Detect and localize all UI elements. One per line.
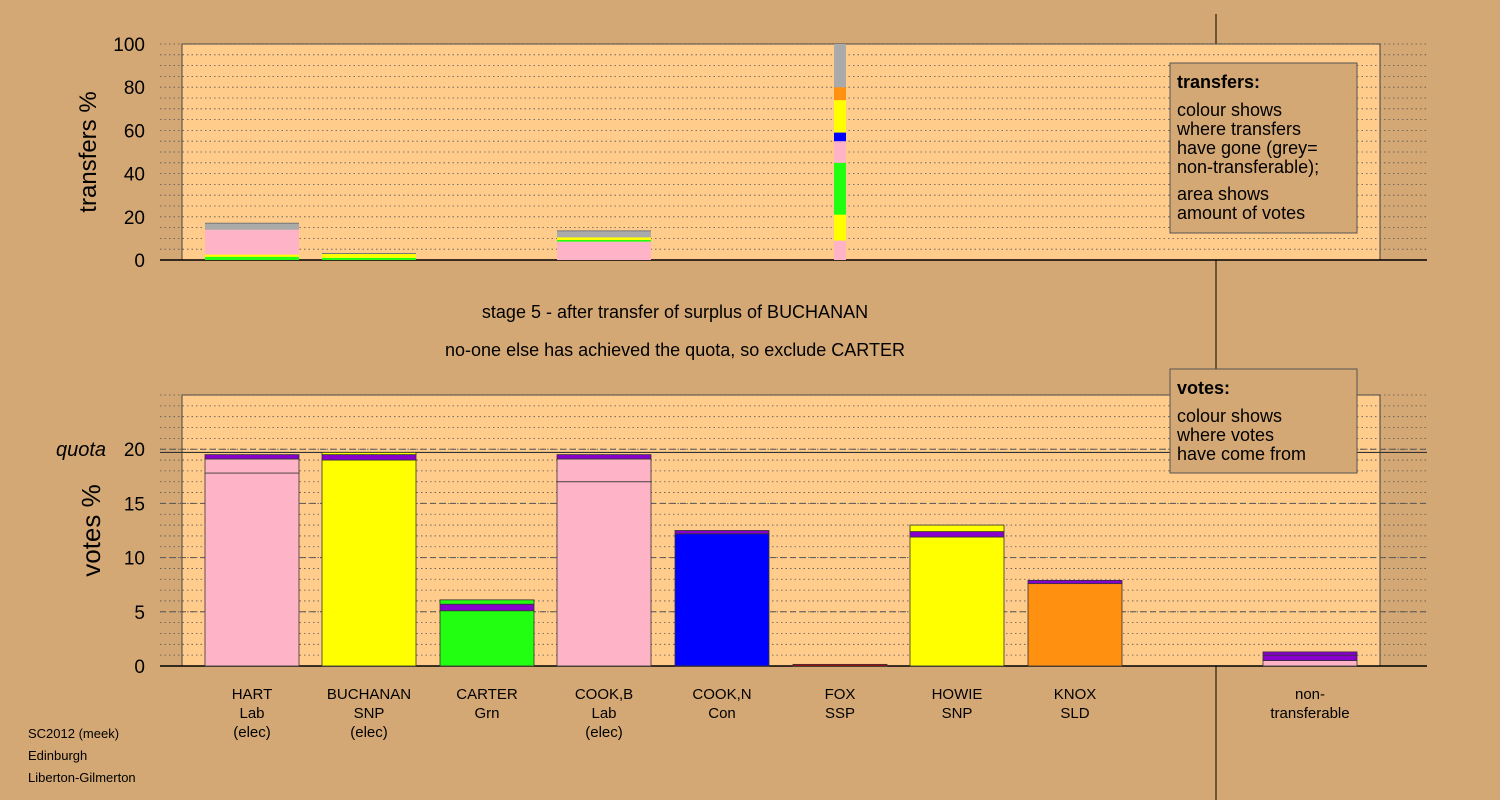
- bar-segment: [834, 100, 846, 133]
- bar-segment: [439, 599, 535, 605]
- bar-segment: [909, 536, 1005, 667]
- column-label: SLD: [1060, 705, 1089, 722]
- column-label: HOWIE: [932, 686, 983, 703]
- y-axis-label: transfers %: [75, 91, 102, 212]
- transfers-legend-line: colour shows: [1177, 100, 1282, 120]
- votes-legend-line: where votes: [1176, 425, 1274, 445]
- y-tick-label: 10: [124, 549, 145, 570]
- y-axis-label: votes %: [76, 484, 106, 577]
- transfers-legend-box: [1169, 62, 1358, 234]
- bar-segment: [205, 256, 299, 260]
- transfers-legend-line: where transfers: [1176, 119, 1301, 139]
- votes-legend-box: [1169, 368, 1358, 474]
- column-label: non-: [1295, 686, 1325, 703]
- y-tick-label: 40: [124, 165, 145, 186]
- transfers-legend-line: non-transferable);: [1177, 157, 1319, 177]
- bar-segment: [322, 253, 416, 258]
- bar-segment: [322, 257, 416, 260]
- column-label: (elec): [585, 724, 623, 741]
- bar-segment: [834, 141, 846, 163]
- column-label: KNOX: [1054, 686, 1097, 703]
- bottom-panel: 0 5 10 15 20 votes % quota HART Lab (elec) BUCHANA…: [56, 394, 1427, 741]
- votes-legend-line: have come from: [1177, 444, 1306, 464]
- y-tick-label: 0: [134, 657, 145, 678]
- footer-line: Liberton-Gilmerton: [28, 770, 136, 785]
- exclusion-note: no-one else has achieved the quota, so e…: [445, 340, 905, 360]
- stage-title: stage 5 - after transfer of surplus of B…: [482, 302, 868, 322]
- column-label: COOK,N: [692, 686, 751, 703]
- quota-label: quota: [56, 439, 106, 461]
- bar-segment: [205, 229, 299, 255]
- bar-segment: [909, 531, 1005, 538]
- column-label: Lab: [239, 705, 264, 722]
- y-tick-label: 60: [124, 121, 145, 142]
- column-label: COOK,B: [575, 686, 633, 703]
- bar-segment: [557, 230, 651, 238]
- bar-segment: [1262, 651, 1358, 656]
- column-label: SNP: [354, 705, 385, 722]
- bar-segment: [439, 603, 535, 612]
- bar-segment: [674, 533, 770, 667]
- footer-line: Edinburgh: [28, 748, 87, 763]
- bar-segment: [321, 459, 417, 667]
- column-label: FOX: [825, 686, 856, 703]
- column-label: transferable: [1270, 705, 1349, 722]
- transfers-legend-title: transfers:: [1177, 72, 1260, 92]
- bar-segment: [205, 223, 299, 230]
- column-label: (elec): [233, 724, 271, 741]
- transfers-legend-line: have gone (grey=: [1177, 138, 1318, 158]
- bar-segment: [556, 454, 652, 460]
- column-label: SNP: [942, 705, 973, 722]
- y-tick-label: 20: [124, 440, 145, 461]
- votes-legend-title: votes:: [1177, 378, 1230, 398]
- bar-segment: [1262, 654, 1358, 661]
- transfers-legend-line: area shows: [1177, 184, 1269, 204]
- column-label: CARTER: [456, 686, 518, 703]
- column-label: Con: [708, 705, 736, 722]
- y-tick-label: 15: [124, 494, 145, 515]
- bar-segment: [204, 454, 300, 460]
- bar-segment: [834, 162, 846, 215]
- y-tick-label: 80: [124, 78, 145, 99]
- column-label: BUCHANAN: [327, 686, 411, 703]
- bar-segment: [834, 240, 846, 260]
- bar-segment: [321, 452, 417, 456]
- bar-segment: [1027, 579, 1123, 585]
- column-label: SSP: [825, 705, 855, 722]
- column-label: Grn: [474, 705, 499, 722]
- footer-line: SC2012 (meek): [28, 726, 119, 741]
- votes-legend-line: colour shows: [1177, 406, 1282, 426]
- bar-segment: [204, 458, 300, 474]
- bar-segment: [556, 458, 652, 483]
- y-tick-label: 20: [124, 208, 145, 229]
- bar-segment: [557, 239, 651, 242]
- bar-segment: [204, 472, 300, 667]
- bar-segment: [1027, 583, 1123, 667]
- bar-segment: [909, 524, 1005, 532]
- bar-segment: [556, 481, 652, 667]
- column-label: (elec): [350, 724, 388, 741]
- y-tick-label: 5: [134, 603, 145, 624]
- footer: SC2012 (meek) Edinburgh Liberton-Gilmert…: [28, 726, 136, 785]
- bar-segment: [834, 132, 846, 142]
- column-label: Lab: [591, 705, 616, 722]
- bar-segment: [205, 254, 299, 257]
- column-label: HART: [232, 686, 273, 703]
- bar-segment: [557, 241, 651, 260]
- bar-segment: [439, 610, 535, 667]
- y-tick-label: 100: [113, 35, 145, 56]
- bar-segment: [674, 530, 770, 535]
- bar-segment: [792, 663, 888, 667]
- bar-segment: [834, 214, 846, 241]
- bar-segment: [557, 237, 651, 240]
- bar-segment: [834, 44, 846, 88]
- bar-segment: [1262, 660, 1358, 667]
- y-tick-label: 0: [134, 251, 145, 272]
- bar-segment: [834, 87, 846, 101]
- bar-segment: [321, 454, 417, 461]
- transfers-legend-line: amount of votes: [1177, 203, 1305, 223]
